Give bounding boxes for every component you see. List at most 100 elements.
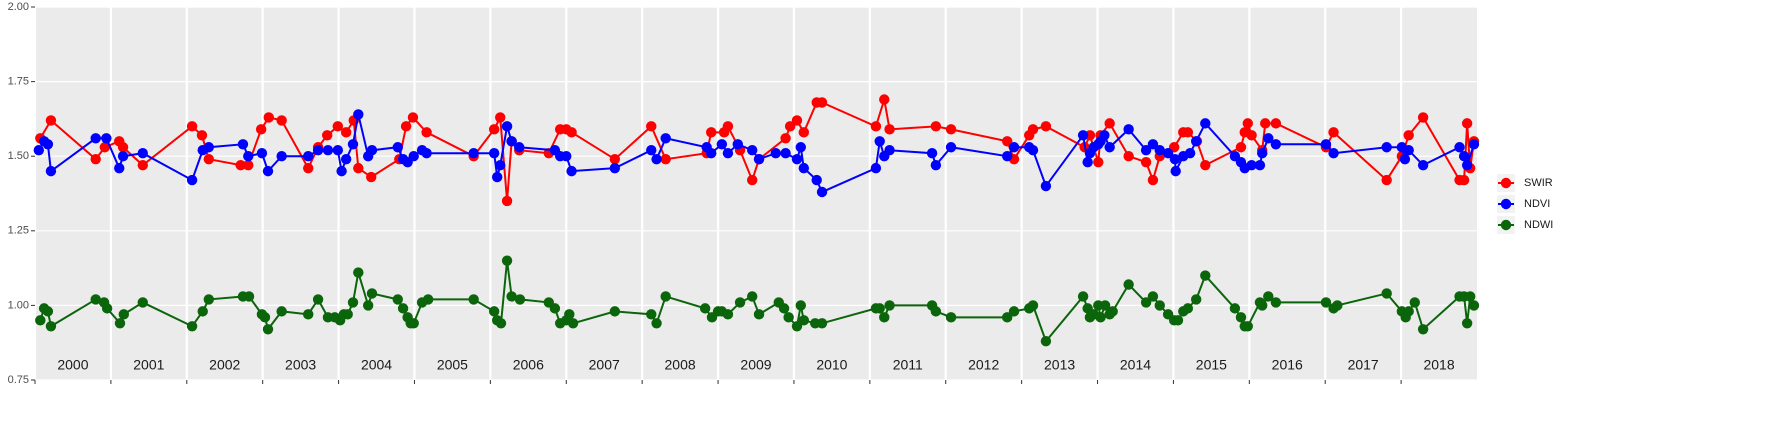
data-point: [340, 127, 352, 138]
legend-label: SWIR: [1524, 177, 1553, 189]
panel-background: [35, 7, 1477, 380]
data-point: [795, 142, 806, 153]
data-point: [203, 142, 214, 153]
data-point: [549, 303, 561, 314]
data-point: [1270, 139, 1282, 150]
year-label: 2002: [209, 357, 240, 373]
data-point: [186, 174, 198, 186]
axes: 0.75 1.00 1.25 1.50 1.75 2.00 2000 2001 2002 2003…: [8, 1, 1455, 386]
data-point: [1454, 142, 1465, 153]
data-point: [1246, 159, 1257, 171]
data-point: [114, 318, 126, 329]
data-point: [1027, 300, 1039, 311]
data-point: [660, 153, 671, 165]
data-point: [42, 306, 54, 317]
data-point: [870, 162, 882, 174]
data-point: [276, 151, 287, 162]
data-point: [609, 162, 621, 174]
data-point: [255, 124, 267, 135]
data-point: [1229, 303, 1241, 314]
data-point: [366, 145, 378, 156]
data-point: [1270, 297, 1282, 308]
data-point: [243, 159, 254, 171]
data-point: [101, 133, 112, 144]
data-point: [609, 306, 621, 317]
data-point: [1328, 148, 1339, 159]
data-point: [237, 139, 249, 150]
legend-point: [1500, 198, 1512, 210]
data-point: [203, 294, 214, 305]
data-point: [722, 148, 734, 159]
year-label: 2017: [1348, 357, 1379, 373]
data-point: [90, 153, 101, 165]
data-point: [262, 324, 274, 335]
data-point: [1399, 153, 1411, 165]
data-point: [501, 121, 513, 132]
data-point: [660, 291, 671, 302]
year-label: 2000: [57, 357, 88, 373]
data-point: [732, 139, 743, 150]
data-point: [561, 151, 572, 162]
y-tick-label: 1.50: [8, 150, 29, 162]
data-point: [816, 97, 828, 108]
data-point: [609, 153, 621, 165]
data-point: [791, 115, 803, 126]
data-point: [1200, 270, 1211, 281]
data-point: [884, 300, 895, 311]
data-point: [137, 159, 148, 171]
year-label: 2010: [816, 357, 847, 373]
year-label: 2006: [513, 357, 544, 373]
data-point: [42, 139, 54, 150]
data-point: [90, 294, 101, 305]
data-point: [1008, 142, 1020, 153]
year-label: 2016: [1272, 357, 1303, 373]
data-point: [1263, 133, 1274, 144]
data-point: [798, 127, 810, 138]
data-point: [235, 159, 246, 171]
data-point: [1147, 139, 1159, 150]
legend-point: [1500, 177, 1512, 189]
data-point: [262, 165, 274, 177]
year-label: 2014: [1120, 357, 1151, 373]
data-point: [1403, 145, 1414, 156]
data-point: [1040, 336, 1052, 347]
data-point: [197, 306, 208, 317]
data-point: [400, 121, 412, 132]
data-point: [660, 133, 671, 144]
year-label: 2009: [740, 357, 771, 373]
data-point: [1027, 145, 1039, 156]
data-point: [506, 291, 517, 302]
data-point: [1381, 174, 1392, 186]
data-point: [353, 267, 364, 278]
data-point: [336, 165, 347, 177]
data-point: [263, 112, 274, 123]
data-point: [651, 318, 662, 329]
y-tick-label: 1.00: [8, 299, 29, 311]
data-point: [1147, 174, 1159, 186]
y-tick-label: 0.75: [8, 374, 29, 386]
data-point: [1154, 145, 1165, 156]
data-point: [798, 315, 810, 326]
data-point: [651, 153, 662, 165]
data-point: [747, 174, 758, 186]
data-point: [186, 321, 198, 332]
data-point: [186, 121, 198, 132]
legend: SWIR NDVI NDWI: [1497, 174, 1553, 234]
data-point: [101, 303, 113, 314]
data-point: [397, 303, 409, 314]
data-point: [1257, 300, 1268, 311]
data-point: [816, 318, 828, 329]
data-point: [303, 309, 314, 320]
data-point: [33, 145, 44, 156]
data-point: [778, 303, 790, 314]
data-point: [753, 309, 765, 320]
data-point: [322, 145, 334, 156]
data-point: [1190, 136, 1202, 147]
data-point: [303, 162, 314, 174]
data-point: [1095, 312, 1106, 323]
data-point: [1008, 306, 1020, 317]
data-point: [203, 153, 214, 165]
data-point: [392, 294, 403, 305]
data-point: [791, 153, 803, 165]
data-point: [1461, 318, 1473, 329]
